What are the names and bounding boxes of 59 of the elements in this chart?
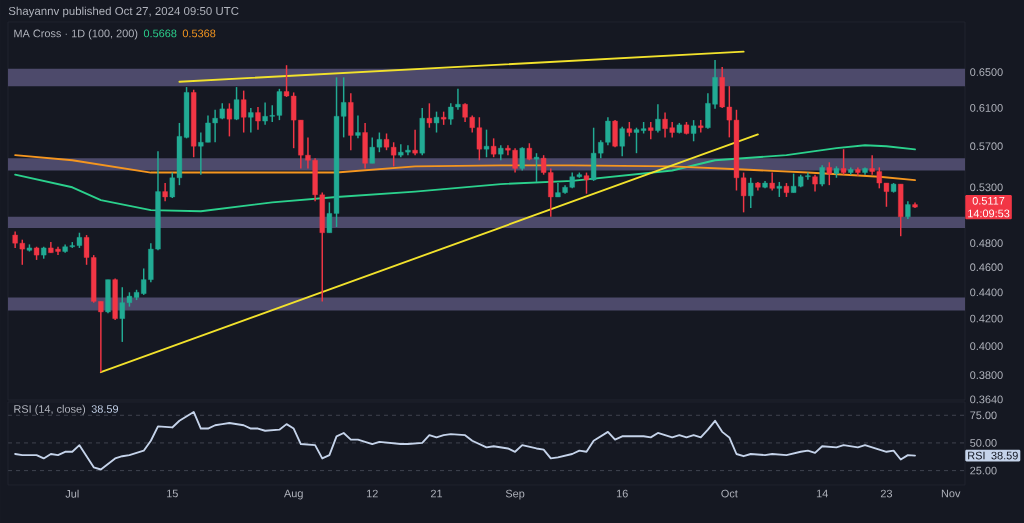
candlestick <box>648 121 654 141</box>
y-tick-label: 0.4800 <box>970 239 1003 248</box>
candlestick <box>412 128 418 156</box>
y-tick-label: 0.6500 <box>970 68 1003 76</box>
x-tick-label: 14 <box>816 489 828 498</box>
text: RSI <box>968 451 985 460</box>
text: 0.5368 <box>182 29 216 38</box>
y-tick-label: 0.4600 <box>970 263 1003 272</box>
candlestick <box>483 128 490 158</box>
candlestick <box>655 103 661 134</box>
y-tick-label: 0.5300 <box>970 183 1003 192</box>
candlestick <box>248 107 254 134</box>
x-tick-label: Aug <box>283 489 303 500</box>
chart-title: Shayannv published Oct 27, 2024 09:50 UTC <box>8 6 239 18</box>
annotation: 38.59 <box>91 405 119 413</box>
y-tick-label: 0.4000 <box>970 342 1003 350</box>
text: 0.5668 <box>143 29 177 38</box>
candlestick <box>426 102 432 129</box>
x-tick-label: Nov <box>941 489 961 498</box>
y-tick-label: 0.5700 <box>970 142 1003 151</box>
candlestick <box>583 171 590 195</box>
x-tick-label: 23 <box>880 489 893 498</box>
candlestick <box>162 182 168 203</box>
y-tick-label: 0.3640 <box>970 395 1003 404</box>
x-tick-label: 15 <box>167 489 178 498</box>
text: 14:09:53 <box>968 209 1010 218</box>
chart-title: RSI (14, close) <box>14 404 86 416</box>
text: MA Cross · 1D (100, 200) <box>14 29 138 40</box>
y-tick-label: 50.00 <box>970 439 997 447</box>
candlestick <box>255 106 261 131</box>
candlestick <box>519 146 525 172</box>
candlestick <box>533 152 540 183</box>
candlestick <box>619 126 625 157</box>
candlestick <box>826 161 832 186</box>
candlestick <box>226 102 233 138</box>
candlestick <box>748 177 754 209</box>
x-tick-label: Jul <box>65 489 79 498</box>
candlestick <box>840 148 847 176</box>
y-tick-label: 0.6100 <box>970 104 1003 112</box>
candlestick <box>433 110 440 134</box>
y-tick-label: 0.3800 <box>970 371 1003 379</box>
y-tick-label: 0.4200 <box>970 314 1003 323</box>
candlestick <box>690 119 697 143</box>
y-tick-label: 75.00 <box>970 411 997 420</box>
x-tick-label: 12 <box>367 489 378 498</box>
candlestick <box>491 137 497 158</box>
y-tick-label: 0.4400 <box>970 288 1003 297</box>
candlestick <box>355 114 361 140</box>
line-series <box>14 144 916 213</box>
text: 0.5117 <box>972 196 1005 205</box>
candlestick <box>233 86 240 121</box>
text: 38.59 <box>991 451 1018 460</box>
y-tick-label: 25.00 <box>970 466 997 475</box>
candlestick <box>819 164 825 187</box>
x-tick-label: Oct <box>721 489 738 498</box>
candlestick <box>241 89 247 134</box>
x-tick-label: 16 <box>616 489 628 498</box>
x-tick-label: 21 <box>430 489 443 498</box>
x-tick-label: Sep <box>505 489 525 500</box>
